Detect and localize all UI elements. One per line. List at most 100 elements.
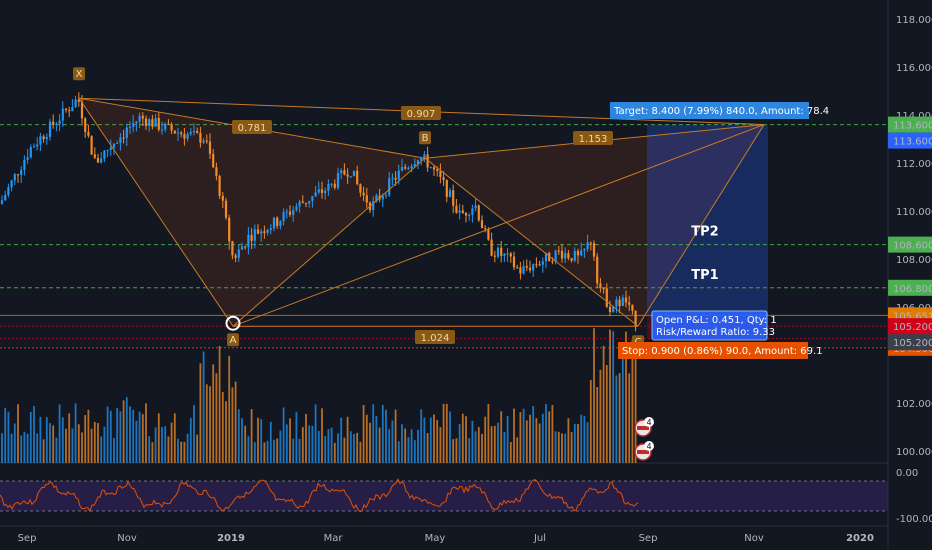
candle-body	[624, 297, 628, 303]
volume-bar	[452, 439, 455, 463]
candle-body	[112, 143, 116, 148]
volume-bar	[353, 433, 355, 463]
candle-body	[391, 177, 394, 179]
candle-body	[263, 231, 266, 233]
volume-bar	[209, 386, 211, 463]
volume-bar	[567, 418, 570, 463]
ratio-label: 0.907	[401, 106, 441, 120]
volume-bar	[301, 427, 304, 463]
volume-bar	[145, 403, 147, 463]
candle-body	[420, 157, 423, 161]
volume-bar	[141, 414, 144, 463]
candle-body	[509, 253, 512, 257]
volume-bar	[138, 411, 141, 463]
price-tag-box	[888, 318, 932, 335]
leg-cd	[637, 124, 765, 327]
candle-body	[570, 258, 573, 261]
volume-bar	[81, 432, 83, 463]
volume-bar	[189, 417, 192, 463]
osc-tick-label: 0.00	[896, 468, 918, 479]
candle-body	[410, 166, 413, 169]
point-label-box	[73, 67, 85, 81]
candle-body	[567, 253, 570, 259]
candle-body	[167, 123, 170, 125]
candle-body	[52, 121, 55, 126]
candle-body	[237, 249, 240, 258]
volume-bar	[42, 439, 45, 463]
volume-bar	[161, 427, 163, 463]
candle-body	[589, 242, 592, 244]
candle-body	[336, 173, 340, 188]
candle-body	[375, 195, 378, 202]
target-zone	[647, 124, 768, 316]
candle-body	[583, 248, 586, 251]
volume-bar	[205, 384, 208, 463]
candle-body	[580, 250, 583, 256]
volume-bar	[493, 425, 496, 463]
volume-bar	[183, 441, 186, 463]
candle-body	[132, 123, 135, 127]
volume-bar	[84, 415, 87, 463]
volume-bar	[170, 422, 173, 463]
candle-body	[192, 131, 196, 133]
candle-body	[64, 108, 68, 111]
volume-bar	[314, 404, 317, 463]
candle-body	[292, 209, 295, 215]
leg-bc	[424, 157, 639, 327]
y-tick-label: 100.000	[896, 447, 932, 458]
y-tick-label: 102.000	[896, 399, 932, 410]
volume-bar	[513, 408, 515, 463]
candle-body	[426, 154, 429, 168]
candle-body	[39, 136, 42, 145]
volume-bar	[257, 417, 259, 463]
volume-bar	[113, 437, 115, 463]
candle-body	[340, 170, 343, 174]
volume-bar	[631, 339, 634, 463]
candle-body	[468, 215, 471, 217]
stop-info-bg	[618, 342, 808, 359]
volume-bar	[570, 432, 573, 463]
candle-body	[474, 205, 477, 209]
volume-bar	[61, 417, 64, 463]
volume-bar	[429, 417, 432, 463]
candle-body	[288, 211, 292, 215]
candle-body	[480, 220, 484, 229]
volume-bar	[4, 407, 7, 463]
candle-body	[327, 183, 330, 191]
volume-bar	[509, 442, 512, 463]
volume-bar	[122, 400, 125, 463]
volume-bar	[541, 413, 544, 463]
price-tag-text: 108.600	[893, 241, 932, 252]
badge-count: 4	[646, 442, 651, 451]
candle-body	[532, 264, 535, 271]
volume-bar	[106, 406, 109, 463]
volume-bar	[602, 345, 605, 463]
candle-body	[269, 228, 272, 230]
price-tag: 113.600	[888, 116, 932, 133]
candle-body	[528, 267, 532, 271]
candle-body	[173, 130, 176, 134]
volume-bar	[167, 436, 170, 463]
volume-bar	[561, 433, 563, 463]
target-info-text: Target: 8.400 (7.99%) 840.0, Amount: 78.…	[613, 106, 829, 117]
volume-bar	[551, 404, 554, 463]
candle-body	[311, 196, 314, 202]
candle-body	[298, 201, 301, 207]
candle-body	[196, 131, 199, 133]
volume-bar	[407, 437, 410, 463]
candle-body	[4, 194, 7, 201]
volume-bar	[394, 409, 397, 463]
candle-body	[138, 115, 141, 122]
candle-body	[388, 178, 391, 196]
candle-body	[103, 150, 106, 159]
volume-bar	[461, 413, 464, 463]
candle-body	[631, 304, 634, 311]
volume-bar	[404, 428, 407, 463]
candle-body	[7, 187, 10, 195]
volume-bar	[305, 414, 307, 463]
volume-bar	[455, 438, 458, 463]
volume-bar	[237, 409, 240, 463]
price-tag-box	[888, 132, 932, 149]
